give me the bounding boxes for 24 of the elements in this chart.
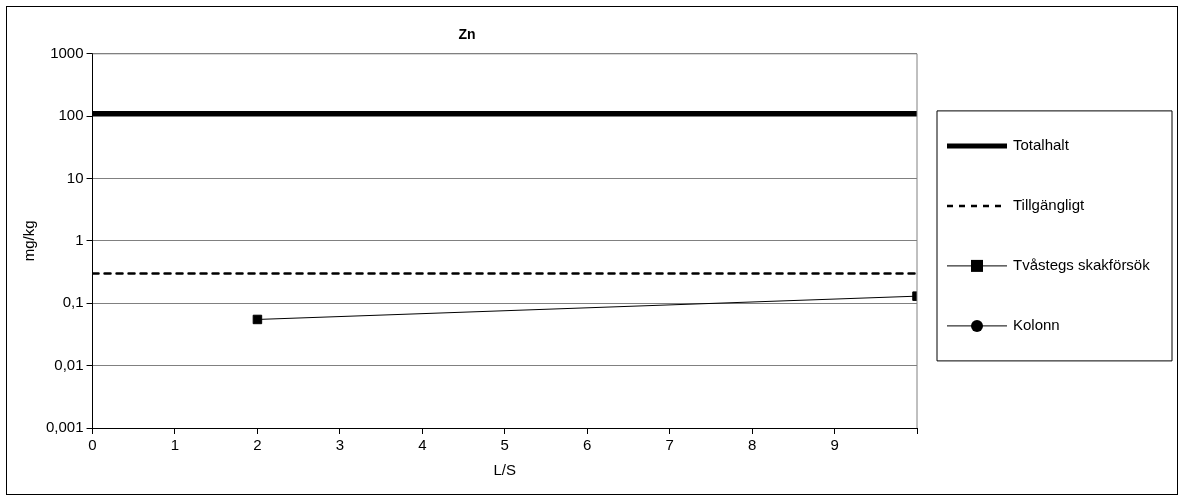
legend-label: Kolonn — [1013, 316, 1060, 334]
x-tick-label: 7 — [665, 436, 674, 454]
y-tick-label: 1000 — [50, 43, 84, 61]
legend-label: Tvåstegs skakförsök — [1013, 256, 1151, 274]
y-tick-label: 0,001 — [45, 418, 84, 436]
y-tick-label: 0,1 — [62, 293, 84, 311]
x-tick-label: 8 — [747, 436, 757, 454]
legend-label: Totalhalt — [1013, 136, 1070, 154]
x-tick-label: 1 — [170, 436, 180, 454]
chart-title: Zn — [458, 26, 476, 43]
x-tick-label: 2 — [253, 436, 262, 454]
x-tick-label: 4 — [418, 436, 427, 454]
y-tick-label: 100 — [58, 106, 84, 124]
y-tick-label: 1 — [75, 231, 84, 249]
x-tick-label: 3 — [335, 436, 345, 454]
legend-label: Tillgängligt — [1013, 196, 1085, 214]
x-tick-label: 0 — [88, 436, 97, 454]
x-tick-label: 9 — [830, 436, 839, 454]
x-tick-label: 5 — [500, 436, 509, 454]
y-tick-label: 0,01 — [54, 355, 84, 373]
x-tick-label: 6 — [583, 436, 592, 454]
x-axis-title: L/S — [493, 461, 517, 479]
y-tick-label: 10 — [66, 168, 84, 186]
y-axis-title: mg/kg — [20, 220, 38, 262]
